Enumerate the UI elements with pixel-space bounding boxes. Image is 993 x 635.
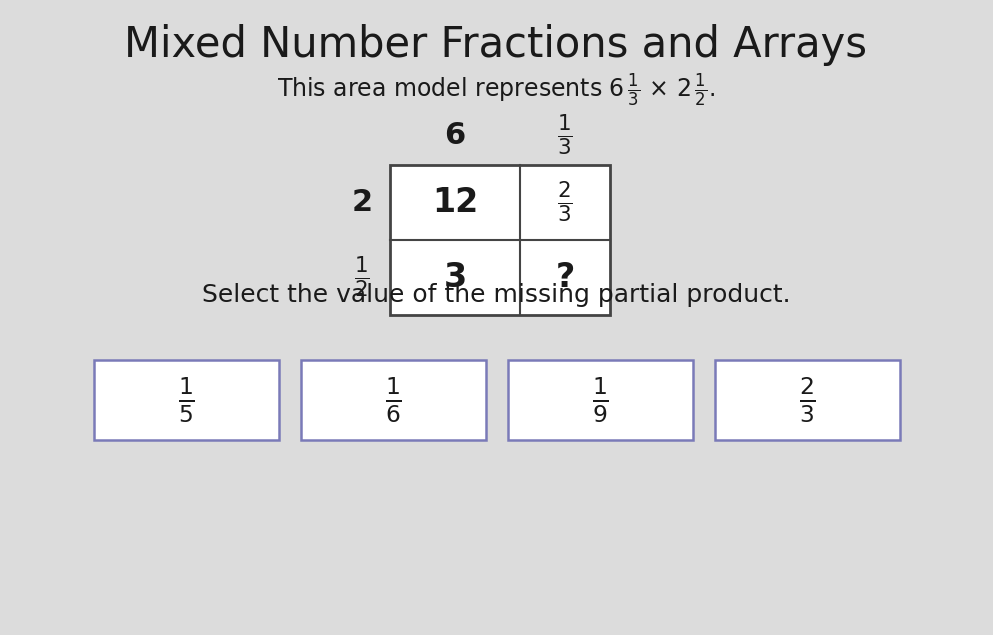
Bar: [301, 360, 486, 440]
Text: $\frac{2}{3}$: $\frac{2}{3}$: [557, 180, 573, 225]
Text: 6: 6: [445, 121, 466, 149]
Text: $\frac{2}{3}$: $\frac{2}{3}$: [798, 375, 815, 425]
Text: 2: 2: [352, 188, 372, 217]
Text: Mixed Number Fractions and Arrays: Mixed Number Fractions and Arrays: [124, 24, 868, 66]
Text: $\frac{1}{9}$: $\frac{1}{9}$: [592, 375, 609, 425]
Bar: [507, 360, 692, 440]
Text: 12: 12: [432, 186, 478, 219]
Bar: [390, 165, 610, 315]
Bar: [93, 360, 278, 440]
Text: ?: ?: [555, 261, 575, 294]
Text: Select the value of the missing partial product.: Select the value of the missing partial …: [202, 283, 790, 307]
Text: $\frac{1}{5}$: $\frac{1}{5}$: [178, 375, 195, 425]
Text: 3: 3: [444, 261, 467, 294]
Text: $\frac{1}{3}$: $\frac{1}{3}$: [557, 112, 573, 157]
Bar: [715, 360, 900, 440]
Text: This area model represents $6\,\frac{1}{3}$ $\times$ $2\,\frac{1}{2}$.: This area model represents $6\,\frac{1}{…: [277, 71, 715, 109]
Text: $\frac{1}{2}$: $\frac{1}{2}$: [355, 255, 369, 300]
Text: $\frac{1}{6}$: $\frac{1}{6}$: [384, 375, 401, 425]
